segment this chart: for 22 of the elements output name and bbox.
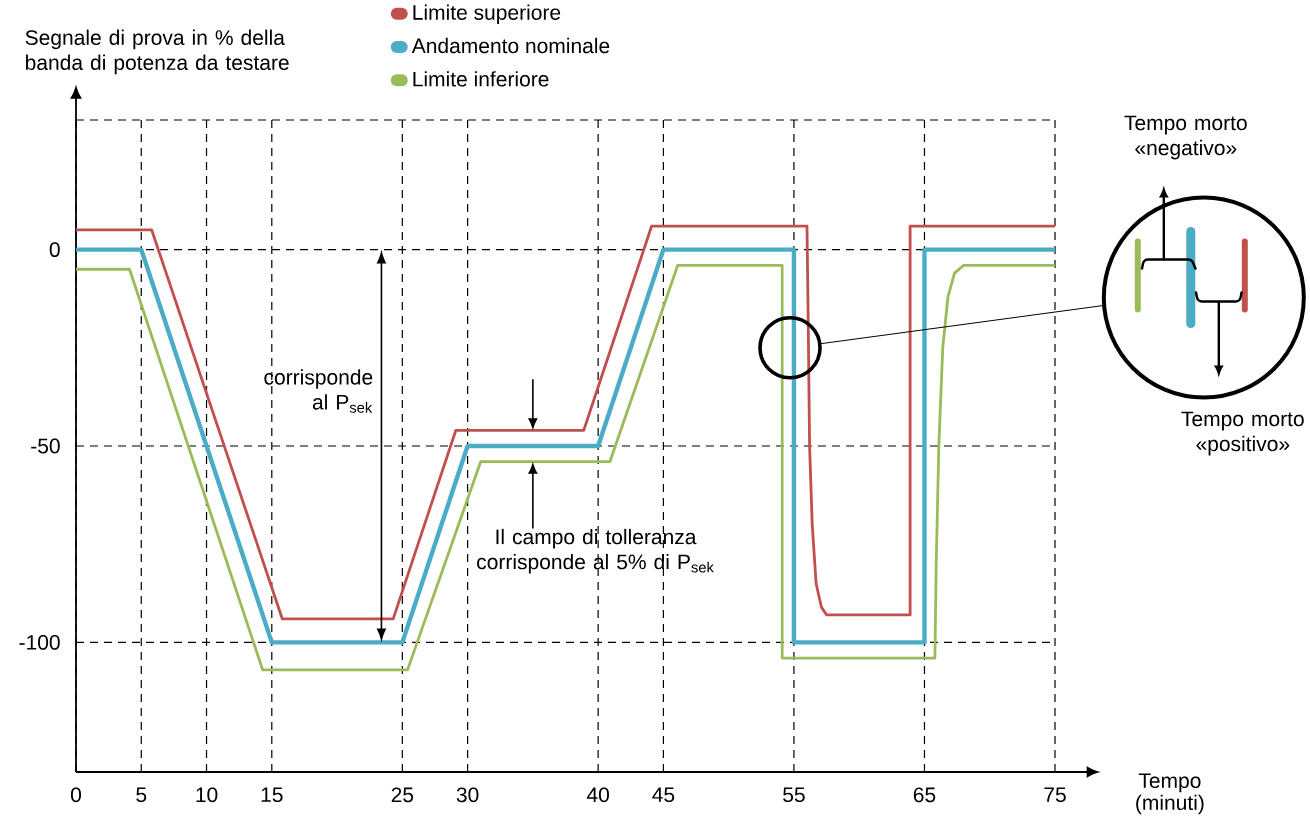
y-tick-label: -50 (31, 438, 60, 454)
text: Tempo morto «negativo» (1124, 115, 1247, 160)
text: Tempo morto «positivo» (1181, 411, 1304, 456)
x-tick-label: 45 (652, 787, 675, 803)
x-tick-label: 75 (1044, 787, 1066, 803)
legend-label: Andamento nominale (411, 37, 610, 54)
y-tick-label: 0 (49, 242, 60, 258)
legend-label: Limite inferiore (413, 71, 549, 87)
x-tick-label: 5 (136, 787, 147, 803)
x-tick-label: 40 (586, 787, 609, 803)
x-tick-label: 25 (391, 787, 414, 803)
x-axis-title: Tempo (minuti) (1136, 773, 1204, 815)
y-tick-label: -100 (19, 634, 60, 650)
x-tick-label: 15 (261, 787, 283, 803)
y-axis-title: Segnale di prova in % della banda di potenza da testare (25, 29, 289, 75)
x-tick-label: 65 (913, 787, 936, 803)
x-tick-label: 0 (70, 787, 81, 803)
x-tick-label: 30 (456, 787, 479, 803)
x-tick-label: 55 (783, 787, 805, 803)
legend-label: Limite superiore (413, 4, 561, 25)
annotation: corrisponde al P$_{sek}$ (264, 369, 373, 413)
x-tick-label: 10 (196, 787, 218, 803)
